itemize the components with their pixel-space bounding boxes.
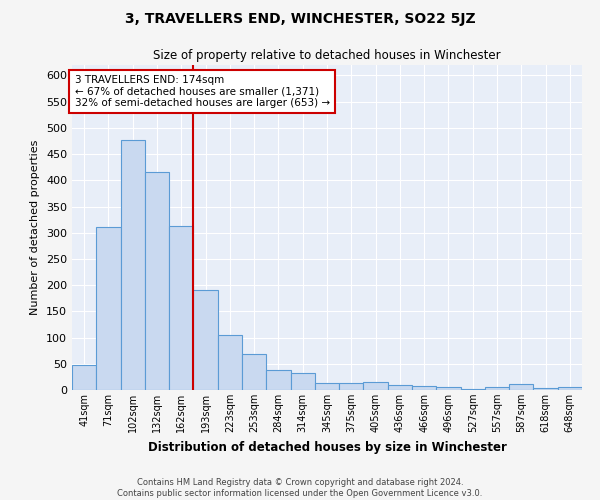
Bar (436, 388, 461, 390)
Text: Contains HM Land Registry data © Crown copyright and database right 2024.
Contai: Contains HM Land Registry data © Crown c… (118, 478, 482, 498)
Bar (145, 172, 169, 390)
Bar (193, 290, 218, 390)
X-axis label: Distribution of detached houses by size in Winchester: Distribution of detached houses by size … (148, 440, 506, 454)
Bar (339, 382, 364, 390)
Bar (509, 384, 533, 390)
Bar (533, 388, 558, 390)
Bar (72, 366, 96, 390)
Y-axis label: Number of detached properties: Number of detached properties (31, 140, 40, 315)
Bar (315, 382, 339, 390)
Title: Size of property relative to detached houses in Winchester: Size of property relative to detached ho… (153, 50, 501, 62)
Bar (218, 335, 242, 390)
Bar (485, 387, 509, 390)
Bar (388, 386, 412, 390)
Bar (169, 226, 193, 390)
Text: 3, TRAVELLERS END, WINCHESTER, SO22 5JZ: 3, TRAVELLERS END, WINCHESTER, SO22 5JZ (125, 12, 475, 26)
Bar (412, 386, 436, 390)
Bar (290, 373, 315, 390)
Bar (364, 382, 388, 390)
Bar (121, 140, 145, 390)
Text: 3 TRAVELLERS END: 174sqm
← 67% of detached houses are smaller (1,371)
32% of sem: 3 TRAVELLERS END: 174sqm ← 67% of detach… (74, 74, 329, 108)
Bar (96, 227, 121, 390)
Bar (266, 370, 290, 390)
Bar (558, 387, 582, 390)
Bar (242, 354, 266, 390)
